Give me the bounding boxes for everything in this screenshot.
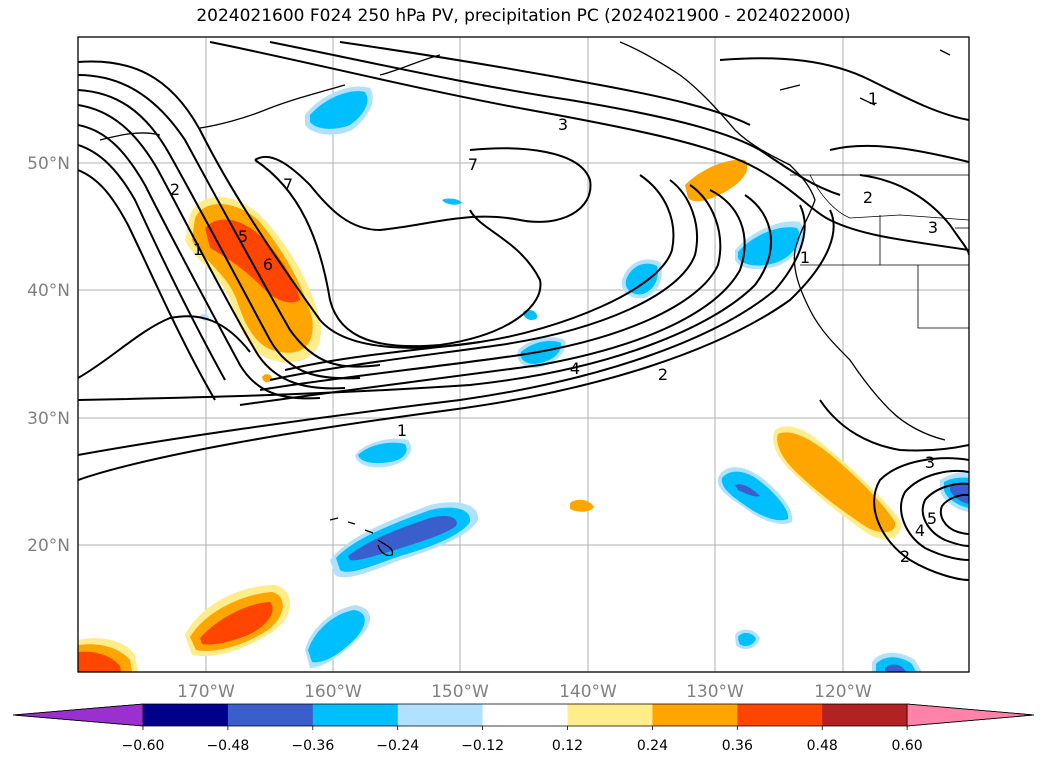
longitude-labels: 170°W 160°W 150°W 140°W 130°W 120°W	[177, 682, 872, 702]
colorbar-tick-label: −0.12	[461, 738, 504, 754]
colorbar-swatch	[482, 704, 568, 726]
contour-label: 2	[658, 365, 668, 384]
colorbar-ticks: −0.60 −0.48 −0.36 −0.24 −0.12 0.12 0.24 0.36 0.4…	[122, 726, 923, 754]
contour-label: 1	[868, 89, 878, 108]
latitude-labels: 50°N 40°N 30°N 20°N	[27, 154, 70, 556]
lon-label-120w: 120°W	[814, 682, 872, 702]
contour-label: 3	[925, 453, 935, 472]
pv-contours	[78, 41, 969, 581]
colorbar-swatch	[397, 704, 484, 726]
precip-positive-spot-b	[262, 374, 272, 383]
colorbar-extend-min	[12, 703, 144, 727]
map-frame	[77, 36, 970, 673]
colorbar-tick-label: −0.24	[376, 738, 419, 754]
precip-positive-spot-a	[570, 499, 594, 512]
lon-label-140w: 140°W	[559, 682, 617, 702]
lat-label-50n: 50°N	[27, 154, 70, 174]
colorbar-swatch	[227, 704, 314, 726]
contour-label: 7	[468, 155, 478, 174]
contour-label: 3	[558, 115, 568, 134]
contour-label: 2	[900, 547, 910, 566]
contour-label: 2	[170, 180, 180, 199]
colorbar-tick-label: 0.60	[892, 738, 923, 754]
contour-label: 2	[863, 188, 873, 207]
contour-label: 5	[238, 227, 248, 246]
precip-negative	[200, 86, 969, 672]
contour-label-group: 2 1 5 6 7 7 3 4 2 1 1 2 3 1 3 4 5 2	[170, 89, 938, 566]
map-area: 2 1 5 6 7 7 3 4 2 1 1 2 3 1 3 4 5 2	[78, 37, 969, 672]
colorbar-tick-label: 0.48	[807, 738, 838, 754]
figure-title: 2024021600 F024 250 hPa PV, precipitatio…	[196, 6, 851, 26]
contour-label: 6	[263, 255, 273, 274]
precip-positive-coast	[685, 159, 748, 202]
colorbar-tick-label: −0.36	[291, 738, 334, 754]
colorbar: −0.60 −0.48 −0.36 −0.24 −0.12 0.12 0.24 0.36 0.4…	[12, 703, 1035, 754]
contour-label: 4	[570, 359, 580, 378]
lat-label-40n: 40°N	[27, 281, 70, 301]
contour-label: 3	[928, 218, 938, 237]
lon-label-170w: 170°W	[177, 682, 235, 702]
contour-label: 1	[800, 248, 810, 267]
contour-label: 7	[283, 175, 293, 194]
colorbar-swatch	[312, 704, 399, 726]
lat-label-20n: 20°N	[27, 536, 70, 556]
contour-label: 4	[915, 521, 925, 540]
lon-label-150w: 150°W	[431, 682, 489, 702]
lat-label-30n: 30°N	[27, 409, 70, 429]
gridlines	[78, 37, 969, 672]
lon-label-160w: 160°W	[304, 682, 362, 702]
colorbar-swatches	[12, 703, 1035, 727]
colorbar-tick-label: 0.12	[552, 738, 583, 754]
lon-label-130w: 130°W	[686, 682, 744, 702]
colorbar-tick-label: 0.36	[722, 738, 753, 754]
colorbar-swatch	[567, 704, 653, 726]
colorbar-swatch	[737, 704, 823, 726]
contour-label: 1	[193, 240, 203, 259]
contour-label: 1	[397, 421, 407, 440]
colorbar-swatch	[652, 704, 738, 726]
colorbar-swatch	[822, 704, 908, 726]
colorbar-swatch	[143, 704, 229, 726]
colorbar-tick-label: 0.24	[637, 738, 668, 754]
precip-negative-tiny-b	[442, 198, 462, 205]
borders	[790, 174, 969, 329]
contour-label: 5	[927, 509, 937, 528]
colorbar-extend-max	[906, 703, 1035, 727]
colorbar-tick-label: −0.48	[206, 738, 249, 754]
colorbar-tick-label: −0.60	[122, 738, 165, 754]
coastlines	[99, 41, 951, 557]
